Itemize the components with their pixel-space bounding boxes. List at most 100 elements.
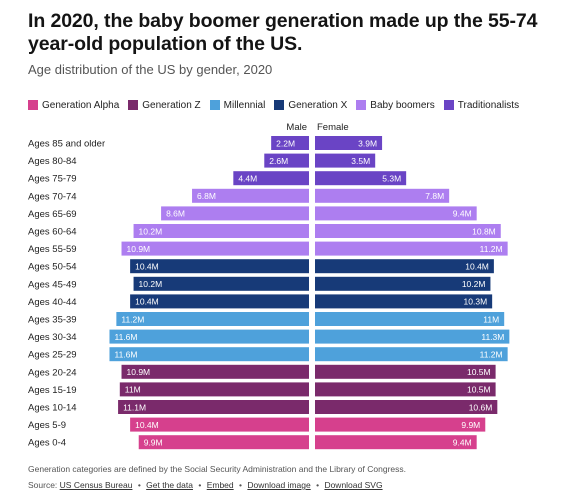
get-data-link[interactable]: Get the data <box>146 480 193 490</box>
download-svg-link[interactable]: Download SVG <box>324 480 383 490</box>
male-value-label: 11M <box>125 385 141 395</box>
male-bar <box>271 136 309 150</box>
source-line: Source: US Census Bureau • Get the data … <box>28 480 383 490</box>
male-bar <box>109 347 309 362</box>
male-value-label: 8.6M <box>166 209 185 219</box>
female-bar <box>315 382 496 397</box>
male-value-label: 10.2M <box>139 226 163 236</box>
age-group-label: Ages 5-9 <box>28 420 66 431</box>
female-bar <box>315 276 491 291</box>
female-value-label: 9.4M <box>453 209 472 219</box>
legend-label: Millennial <box>223 99 266 111</box>
male-header: Male <box>286 122 307 133</box>
age-group-label: Ages 30-34 <box>28 332 77 343</box>
female-value-label: 10.6M <box>469 402 493 412</box>
age-group-label: Ages 10-14 <box>28 403 77 414</box>
female-value-label: 11.2M <box>480 244 503 254</box>
female-bar <box>315 171 407 186</box>
female-bar <box>315 188 450 203</box>
female-bar <box>315 294 493 309</box>
female-bar <box>315 329 510 344</box>
download-image-link[interactable]: Download image <box>247 480 311 490</box>
female-bar <box>315 206 477 221</box>
male-bar <box>121 241 310 256</box>
age-group-label: Ages 40-44 <box>28 297 77 308</box>
male-bar <box>264 153 309 168</box>
male-value-label: 10.9M <box>127 244 151 254</box>
legend-item: Baby boomers <box>356 100 435 111</box>
female-value-label: 11M <box>483 314 499 324</box>
female-value-label: 9.4M <box>453 438 472 448</box>
legend-label: Generation X <box>288 99 348 111</box>
legend-swatch <box>209 100 220 110</box>
legend-label: Generation Alpha <box>42 99 120 111</box>
male-value-label: 11.6M <box>114 332 137 342</box>
female-value-label: 11.3M <box>481 332 504 342</box>
male-bar <box>118 400 309 414</box>
female-value-label: 9.9M <box>461 420 480 430</box>
female-value-label: 10.3M <box>464 297 488 307</box>
female-value-label: 10.4M <box>465 262 489 272</box>
age-group-label: Ages 55-59 <box>28 244 77 255</box>
female-value-label: 3.5M <box>351 156 370 166</box>
male-bar <box>121 364 310 379</box>
chart-title: In 2020, the baby boomer generation made… <box>28 10 538 55</box>
legend-item: Generation Z <box>128 100 201 111</box>
female-bar <box>315 364 496 379</box>
male-bar <box>138 435 309 450</box>
female-bar <box>315 224 501 238</box>
female-bar <box>315 417 486 432</box>
age-group-label: Ages 15-19 <box>28 385 77 396</box>
female-value-label: 7.8M <box>425 191 444 201</box>
male-bar <box>116 312 309 326</box>
age-group-label: Ages 25-29 <box>28 350 77 361</box>
male-bar <box>161 206 309 221</box>
legend: Generation Alpha Generation Z Millennial Ge… <box>28 97 528 113</box>
age-group-label: Ages 70-74 <box>28 191 77 202</box>
male-value-label: 11.1M <box>123 402 146 412</box>
male-bar <box>133 276 309 291</box>
female-bar <box>315 435 477 450</box>
male-value-label: 10.9M <box>127 367 151 377</box>
footnote: Generation categories are defined by the… <box>28 464 406 474</box>
male-value-label: 10.2M <box>139 279 163 289</box>
source-prefix: Source: <box>28 480 58 490</box>
legend-item: Millennial <box>209 99 266 111</box>
age-group-label: Ages 75-79 <box>28 174 77 185</box>
female-value-label: 5.3M <box>382 174 401 184</box>
female-bar <box>315 241 508 256</box>
female-bar <box>315 259 494 274</box>
female-bar <box>315 136 383 150</box>
male-bar <box>119 382 309 397</box>
embed-link[interactable]: Embed <box>206 480 234 490</box>
legend-swatch <box>274 100 285 110</box>
age-group-label: Ages 50-54 <box>28 262 77 273</box>
male-bar <box>192 188 309 203</box>
male-bar <box>130 417 309 432</box>
male-bar <box>130 294 309 309</box>
legend-swatch <box>128 100 139 110</box>
chart-subtitle: Age distribution of the US by gender, 20… <box>28 62 273 77</box>
female-bar <box>315 347 508 362</box>
legend-item: Generation Alpha <box>28 100 119 111</box>
female-value-label: 10.5M <box>467 367 491 377</box>
population-pyramid: Male Female Ages 85 and older 2.2M 3.9M Ages … <box>28 122 510 450</box>
separator: • <box>137 480 141 490</box>
female-value-label: 3.9M <box>358 138 377 148</box>
age-group-label: Ages 20-24 <box>28 367 77 378</box>
female-bar <box>315 400 498 414</box>
source-link[interactable]: US Census Bureau <box>59 480 133 490</box>
age-group-label: Ages 0-4 <box>28 438 66 449</box>
male-value-label: 2.2M <box>276 138 295 148</box>
legend-swatch <box>443 100 454 110</box>
female-value-label: 10.8M <box>472 226 496 236</box>
legend-item: Generation X <box>274 100 347 111</box>
male-value-label: 10.4M <box>135 262 159 272</box>
age-group-label: Ages 60-64 <box>28 227 77 238</box>
legend-swatch <box>28 100 38 110</box>
age-group-label: Ages 80-84 <box>28 156 77 167</box>
age-group-label: Ages 45-49 <box>28 279 77 290</box>
male-value-label: 9.9M <box>144 438 163 448</box>
male-value-label: 6.8M <box>197 191 216 201</box>
separator: • <box>316 480 320 490</box>
